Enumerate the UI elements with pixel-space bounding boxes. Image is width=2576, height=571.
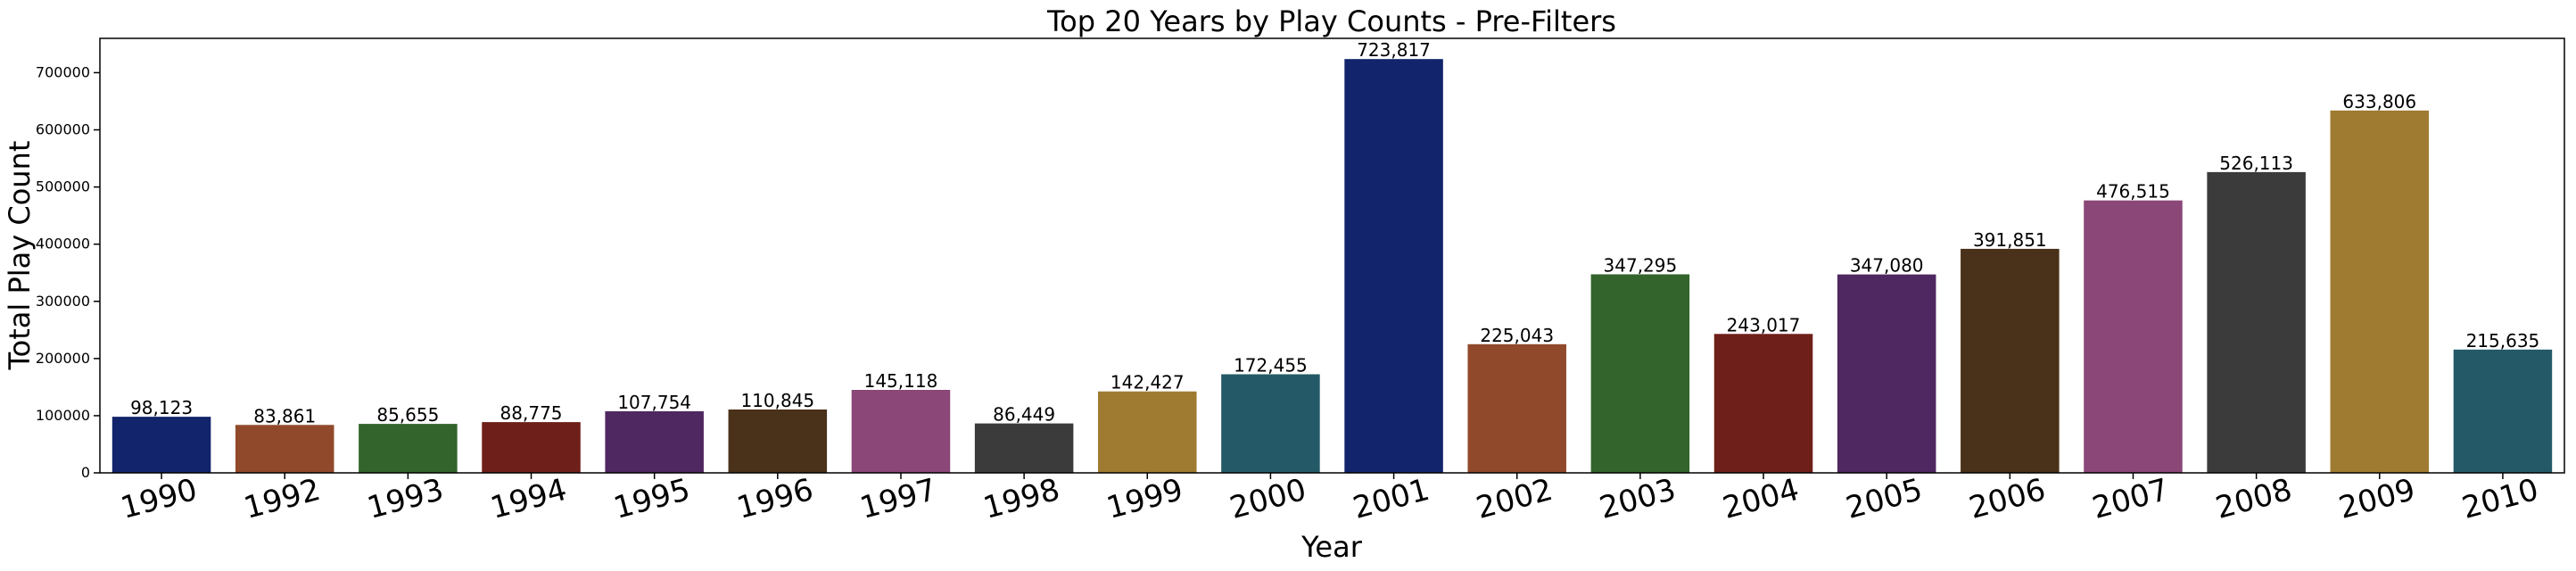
data-label: 172,455 — [1234, 354, 1308, 376]
y-tick-label: 700000 — [36, 63, 90, 80]
bar-2008 — [2207, 171, 2306, 474]
bar-2009 — [2330, 110, 2430, 474]
x-tick-label: 1997 — [856, 472, 940, 526]
bar-1996 — [728, 409, 828, 473]
data-label: 633,806 — [2342, 91, 2416, 112]
data-label: 86,449 — [993, 404, 1055, 426]
data-label: 347,295 — [1604, 254, 1678, 276]
data-label: 110,845 — [740, 390, 814, 411]
x-tick-label: 1996 — [733, 472, 817, 526]
bar-1990 — [111, 417, 211, 473]
bar-2002 — [1467, 343, 1566, 473]
x-tick-label: 2003 — [1596, 472, 1680, 526]
x-tick-label: 2008 — [2212, 472, 2296, 526]
data-label: 391,851 — [1973, 229, 2047, 251]
x-tick-label: 1994 — [487, 472, 571, 526]
bar-2001 — [1344, 59, 1443, 474]
y-tick-label: 0 — [81, 464, 90, 481]
bar-1998 — [974, 423, 1074, 473]
data-label: 347,080 — [1850, 255, 1924, 277]
x-tick-label: 2005 — [1842, 472, 1926, 526]
x-tick-label: 2002 — [1473, 472, 1556, 526]
x-tick-label: 1993 — [364, 472, 448, 526]
chart-title: Top 20 Years by Play Counts - Pre-Filter… — [1046, 4, 1616, 38]
bar-2000 — [1221, 374, 1320, 473]
data-label: 145,118 — [864, 370, 938, 392]
bar-1992 — [235, 425, 334, 473]
x-tick-label: 1992 — [240, 472, 324, 526]
data-label: 526,113 — [2219, 153, 2293, 174]
y-axis-ticks: 0 100000 200000 300000 400000 500000 600000 700… — [36, 63, 100, 481]
bar-1994 — [482, 422, 581, 473]
x-axis-label: Year — [1300, 530, 1363, 564]
bars-group — [111, 59, 2553, 474]
x-tick-label: 1999 — [1102, 472, 1186, 526]
x-axis-ticks: 1990 1992 1993 1994 1995 1996 1997 1998 1999 2000… — [117, 472, 2542, 526]
data-label: 476,515 — [2096, 181, 2170, 203]
x-tick-label: 2009 — [2335, 472, 2419, 526]
x-tick-label: 1990 — [117, 472, 201, 526]
data-label: 85,655 — [376, 404, 439, 426]
bar-1997 — [851, 390, 951, 473]
bar-2010 — [2453, 349, 2553, 473]
data-label: 723,817 — [1357, 39, 1431, 61]
data-label: 107,754 — [617, 392, 691, 413]
bar-2007 — [2084, 200, 2183, 473]
y-tick-label: 100000 — [36, 407, 90, 424]
bar-2004 — [1713, 334, 1813, 473]
x-tick-label: 2000 — [1226, 472, 1310, 526]
data-label: 215,635 — [2466, 330, 2540, 352]
bar-2005 — [1837, 274, 1936, 473]
data-label: 225,043 — [1480, 325, 1554, 346]
data-label: 98,123 — [130, 397, 193, 418]
y-tick-label: 600000 — [36, 121, 90, 138]
data-labels: 98,123 83,861 85,655 88,775 107,754 110,845 14… — [130, 39, 2539, 426]
y-tick-label: 300000 — [36, 293, 90, 310]
x-tick-label: 1995 — [610, 472, 694, 526]
x-tick-label: 2007 — [2089, 472, 2173, 526]
bar-1993 — [359, 424, 458, 473]
data-label: 83,861 — [253, 405, 316, 426]
x-tick-label: 1998 — [979, 472, 1063, 526]
bar-1999 — [1098, 391, 1197, 473]
x-tick-label: 2006 — [1966, 472, 2050, 526]
plot-frame — [99, 37, 2565, 474]
bar-2003 — [1590, 274, 1690, 473]
y-tick-label: 200000 — [36, 350, 90, 367]
x-tick-label: 2010 — [2458, 472, 2542, 526]
y-tick-label: 400000 — [36, 236, 90, 252]
data-label: 243,017 — [1727, 314, 1801, 335]
y-axis-label: Total Play Count — [3, 141, 37, 371]
data-label: 142,427 — [1110, 372, 1185, 393]
x-tick-label: 2001 — [1350, 472, 1433, 526]
bar-1995 — [605, 410, 704, 473]
data-label: 88,775 — [500, 402, 563, 424]
y-tick-label: 500000 — [36, 178, 90, 195]
bar-2006 — [1961, 248, 2060, 473]
x-tick-label: 2004 — [1719, 472, 1803, 526]
